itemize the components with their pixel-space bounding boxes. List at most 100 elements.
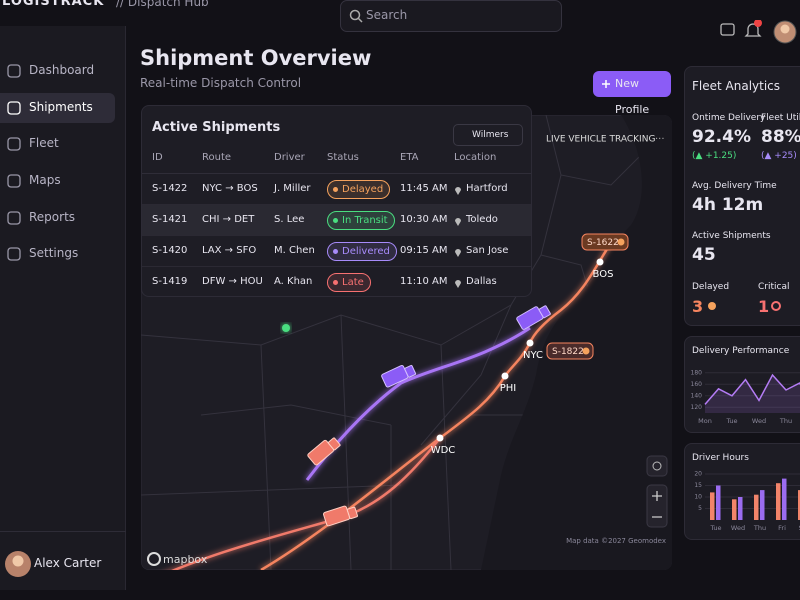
card-title: Driver Hours	[692, 453, 749, 463]
plus-icon	[602, 80, 610, 88]
table-row[interactable]: S-1422 NYC → BOS J. Miller Delayed 11:45 AM H…	[142, 174, 531, 205]
line-chart: 120140160180MonTueWedThuFri	[691, 369, 800, 425]
nav-item[interactable]: Settings	[0, 239, 115, 269]
pin	[455, 280, 461, 288]
cell: CHI → DET	[202, 214, 255, 225]
cell: 09:15 AM	[400, 245, 448, 256]
icon-shape	[7, 247, 21, 261]
metric-value: 3	[692, 297, 704, 316]
divider	[0, 531, 126, 532]
divider	[142, 173, 531, 174]
nav-item[interactable]: Fleet	[0, 129, 115, 159]
x-tick-label: Thu	[753, 524, 766, 532]
icon-shape	[7, 174, 21, 188]
pin-icon	[455, 218, 461, 226]
column-header: ETA	[400, 152, 419, 163]
driver-hours-card: Driver Hours 5 10 15 20 Tue Wed Thu Fri Sat	[684, 443, 800, 540]
nav-icon	[7, 211, 21, 225]
city-label: NYC	[523, 350, 543, 361]
bar	[754, 494, 759, 520]
metric-label: Fleet Util.	[761, 113, 800, 123]
truck[interactable]	[307, 434, 341, 466]
vehicle-dot[interactable]	[282, 324, 290, 332]
table-row[interactable]: S-1421 CHI → DET S. Lee In Transit 10:30 AM T…	[142, 205, 531, 236]
y-tick-label: 10	[694, 494, 702, 501]
y-tick-label: 140	[691, 392, 703, 399]
bar	[732, 499, 737, 520]
column-header: Driver	[274, 152, 305, 163]
table-row[interactable]: S-1419 DFW → HOU A. Khan Late 11:10 AM Dallas	[142, 267, 531, 296]
filter-label: Wilmers	[472, 130, 509, 140]
filter-dropdown[interactable]: Wilmers	[453, 124, 523, 146]
pin	[455, 187, 461, 195]
table-row[interactable]: S-1420 LAX → SFO M. Chen Delivered 09:15 AM S…	[142, 236, 531, 267]
city-dot	[526, 339, 534, 347]
y-tick-label: 180	[691, 369, 703, 376]
bar	[710, 492, 715, 520]
user-avatar	[5, 551, 31, 577]
tag-background	[581, 233, 629, 251]
nav-icon	[7, 137, 21, 151]
tag-background	[546, 342, 594, 360]
nav-item[interactable]: Reports	[0, 203, 115, 233]
nav-item[interactable]: Shipments	[0, 93, 115, 123]
column-header: ID	[152, 152, 163, 163]
nav-icon	[7, 247, 21, 261]
truck[interactable]	[323, 503, 358, 527]
nav-icon	[7, 101, 21, 115]
status-dot	[333, 280, 338, 285]
cell: Dallas	[466, 276, 497, 287]
section: // Dispatch Hub	[116, 0, 209, 9]
nav-label: Settings	[29, 246, 79, 260]
nav-item[interactable]: Maps	[0, 166, 115, 196]
card-title: Delivery Performance	[692, 346, 790, 356]
y-tick-label: 120	[691, 404, 703, 411]
bar	[760, 490, 765, 520]
x-tick-label: Tue	[709, 524, 721, 532]
status-label: Late	[342, 277, 364, 288]
cell: LAX → SFO	[202, 245, 257, 256]
cell: S. Lee	[274, 214, 305, 225]
cell: M. Chen	[274, 245, 315, 256]
cell: S-1419	[152, 276, 188, 287]
locate-button[interactable]	[646, 455, 668, 477]
nav-item[interactable]: Dashboard	[0, 56, 115, 86]
cell: 10:30 AM	[400, 214, 448, 225]
column-header: Status	[327, 152, 359, 163]
metric-label: Critical	[758, 282, 790, 292]
message-icon[interactable]	[720, 23, 735, 36]
cell: 11:10 AM	[400, 276, 448, 287]
cell: S-1422	[152, 183, 188, 194]
nav-label: Fleet	[29, 136, 59, 150]
x-tick-label: Wed	[752, 417, 766, 425]
icon-shape	[7, 211, 21, 225]
search-box[interactable]: Search	[340, 0, 562, 32]
metric-value: 92.4%	[692, 127, 751, 147]
truck[interactable]	[381, 361, 417, 388]
card-title: Fleet Analytics	[692, 79, 781, 93]
card-title: Active Shipments	[152, 120, 281, 135]
vehicle-tag[interactable]: S-1822	[546, 342, 594, 360]
tag-icon	[582, 347, 590, 355]
sidebar: Alex Carter Dashboard Shipments Fleet Maps R…	[0, 26, 126, 590]
status-label: In Transit	[342, 215, 388, 226]
tag-label: S-1822	[552, 347, 584, 357]
vehicle-tag[interactable]: S-1622	[581, 233, 629, 251]
map-menu[interactable]: ···	[655, 134, 665, 145]
y-tick-label: 15	[694, 482, 702, 489]
city-dot	[596, 258, 604, 266]
locate-icon	[652, 461, 662, 471]
map-attribution: Map data ©2027 Geomodex	[566, 537, 666, 545]
nav-icon	[7, 64, 21, 78]
y-tick-label: 160	[691, 381, 703, 388]
status-pill: Delivered	[327, 242, 397, 261]
new-profile-button[interactable]: New Profile	[593, 71, 671, 116]
mapbox-icon	[147, 552, 161, 566]
active-shipments-card: Active Shipments Wilmers ID Route Driver St…	[141, 105, 532, 297]
pin-icon	[455, 187, 461, 195]
metric-value: 45	[692, 245, 716, 265]
x-tick-label: Wed	[731, 524, 745, 532]
truck[interactable]	[516, 302, 551, 330]
metric-delta: (▲ +25)	[761, 151, 797, 161]
